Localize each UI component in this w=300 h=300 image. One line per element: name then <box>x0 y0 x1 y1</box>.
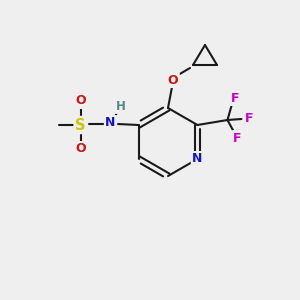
Text: O: O <box>168 74 178 86</box>
Text: O: O <box>75 142 86 155</box>
Text: F: F <box>231 92 240 104</box>
Text: F: F <box>245 112 254 124</box>
Text: F: F <box>233 131 242 145</box>
Text: N: N <box>192 152 203 166</box>
Text: S: S <box>75 118 86 133</box>
Text: H: H <box>116 100 125 112</box>
Text: N: N <box>105 116 116 130</box>
Text: O: O <box>75 94 86 107</box>
